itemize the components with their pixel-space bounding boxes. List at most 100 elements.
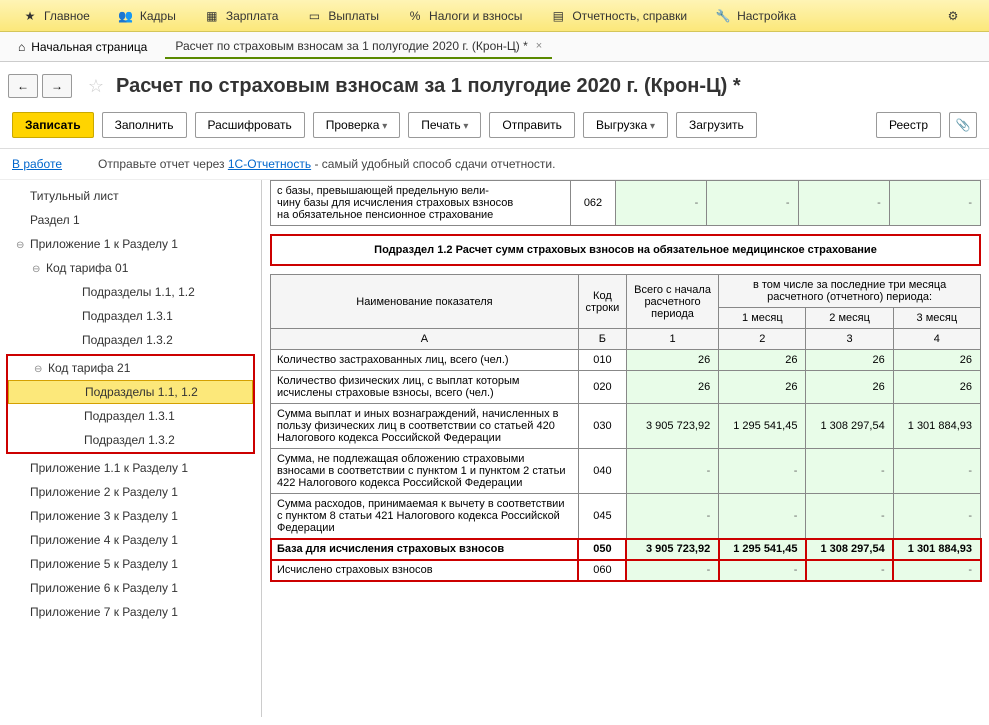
menu-main[interactable]: ★ Главное: [8, 0, 104, 31]
desc-cell: Количество физических лиц, с выплат кото…: [271, 371, 579, 404]
print-button[interactable]: Печать: [408, 112, 481, 138]
menu-zarplata[interactable]: ▦ Зарплата: [190, 0, 293, 31]
data-cell[interactable]: -: [719, 449, 806, 494]
data-cell[interactable]: 26: [626, 350, 718, 371]
export-button[interactable]: Выгрузка: [583, 112, 668, 138]
data-cell[interactable]: -: [626, 560, 718, 581]
favorite-button[interactable]: ☆: [84, 74, 108, 98]
data-cell[interactable]: -: [707, 181, 798, 226]
tree-item-app7[interactable]: Приложение 7 к Разделу 1: [0, 600, 261, 624]
top-menu-bar: ★ Главное 👥 Кадры ▦ Зарплата ▭ Выплаты %…: [0, 0, 989, 32]
data-cell[interactable]: 26: [893, 371, 980, 404]
data-cell[interactable]: 26: [719, 350, 806, 371]
decode-button[interactable]: Расшифровать: [195, 112, 305, 138]
menu-label: Налоги и взносы: [429, 9, 522, 23]
tree-item-app5[interactable]: Приложение 5 к Разделу 1: [0, 552, 261, 576]
data-cell[interactable]: 1 295 541,45: [719, 404, 806, 449]
menu-vyplaty[interactable]: ▭ Выплаты: [292, 0, 393, 31]
send-button[interactable]: Отправить: [489, 112, 575, 138]
data-cell[interactable]: 3 905 723,92: [626, 539, 718, 560]
desc-cell: Сумма расходов, принимаемая к вычету в с…: [271, 494, 579, 539]
menu-nastroyka[interactable]: 🔧 Настройка: [701, 0, 810, 31]
status-link[interactable]: В работе: [12, 157, 62, 171]
data-cell[interactable]: 26: [719, 371, 806, 404]
col-m3: 3 месяц: [893, 308, 980, 329]
data-cell[interactable]: 26: [626, 371, 718, 404]
table-row: Количество физических лиц, с выплат кото…: [271, 371, 981, 404]
data-cell[interactable]: -: [893, 494, 980, 539]
data-cell[interactable]: -: [798, 181, 889, 226]
tree-item-app3[interactable]: Приложение 3 к Разделу 1: [0, 504, 261, 528]
info-text: Отправьте отчет через 1С-Отчетность - са…: [98, 157, 555, 171]
data-cell[interactable]: -: [806, 494, 893, 539]
nav-back-button[interactable]: ←: [8, 74, 38, 98]
tree-item-tariff21[interactable]: Код тарифа 21: [8, 356, 253, 380]
data-cell[interactable]: 1 295 541,45: [719, 539, 806, 560]
tree-item-sub11-12a[interactable]: Подразделы 1.1, 1.2: [0, 280, 261, 304]
tree-item-title[interactable]: Титульный лист: [0, 184, 261, 208]
fill-button[interactable]: Заполнить: [102, 112, 187, 138]
doc-icon: ▤: [550, 8, 566, 24]
data-cell[interactable]: -: [893, 560, 980, 581]
paperclip-icon: 📎: [956, 118, 971, 132]
registry-button[interactable]: Реестр: [876, 112, 941, 138]
col-last3: в том числе за последние три месяца расч…: [719, 275, 981, 308]
tree-item-sub131b[interactable]: Подраздел 1.3.1: [8, 404, 253, 428]
code-cell: 020: [578, 371, 626, 404]
desc-cell: Исчислено страховых взносов: [271, 560, 579, 581]
tree-item-sub132b[interactable]: Подраздел 1.3.2: [8, 428, 253, 452]
data-cell[interactable]: 1 301 884,93: [893, 539, 980, 560]
data-cell[interactable]: -: [626, 494, 718, 539]
tree-item-sub132a[interactable]: Подраздел 1.3.2: [0, 328, 261, 352]
tree-item-app6[interactable]: Приложение 6 к Разделу 1: [0, 576, 261, 600]
code-cell: 045: [578, 494, 626, 539]
tree-item-tariff01[interactable]: Код тарифа 01: [0, 256, 261, 280]
header-row: Наименование показателя Код строки Всего…: [271, 275, 981, 308]
menu-otchetnost[interactable]: ▤ Отчетность, справки: [536, 0, 701, 31]
code-cell: 050: [578, 539, 626, 560]
main-split: Титульный лист Раздел 1 Приложение 1 к Р…: [0, 180, 989, 717]
tree-item-section1[interactable]: Раздел 1: [0, 208, 261, 232]
data-cell[interactable]: 3 905 723,92: [626, 404, 718, 449]
data-cell[interactable]: 1 301 884,93: [893, 404, 980, 449]
close-icon[interactable]: ×: [536, 40, 542, 52]
data-cell[interactable]: -: [806, 449, 893, 494]
data-cell[interactable]: -: [616, 181, 707, 226]
tab-home[interactable]: ⌂ Начальная страница: [8, 36, 157, 58]
check-button[interactable]: Проверка: [313, 112, 401, 138]
code-cell: 010: [578, 350, 626, 371]
wrench-icon: 🔧: [715, 8, 731, 24]
tree-item-sub11-12b[interactable]: Подразделы 1.1, 1.2: [8, 380, 253, 404]
menu-label: Кадры: [140, 9, 176, 23]
data-cell[interactable]: 26: [806, 350, 893, 371]
tree-item-app11[interactable]: Приложение 1.1 к Разделу 1: [0, 456, 261, 480]
page-title: Расчет по страховым взносам за 1 полугод…: [116, 75, 741, 98]
data-cell[interactable]: 1 308 297,54: [806, 404, 893, 449]
data-cell[interactable]: 26: [806, 371, 893, 404]
code-cell: 040: [578, 449, 626, 494]
tree-item-sub131a[interactable]: Подраздел 1.3.1: [0, 304, 261, 328]
data-cell[interactable]: 26: [893, 350, 980, 371]
menu-nalogi[interactable]: % Налоги и взносы: [393, 0, 536, 31]
menu-kadry[interactable]: 👥 Кадры: [104, 0, 190, 31]
menu-label: Настройка: [737, 9, 796, 23]
tree-item-app2[interactable]: Приложение 2 к Разделу 1: [0, 480, 261, 504]
data-cell[interactable]: -: [626, 449, 718, 494]
tree-item-app1[interactable]: Приложение 1 к Разделу 1: [0, 232, 261, 256]
code-cell: 062: [571, 181, 616, 226]
data-cell[interactable]: -: [889, 181, 980, 226]
settings-gear[interactable]: ⚙: [931, 0, 981, 31]
data-cell[interactable]: -: [806, 560, 893, 581]
tree-item-app4[interactable]: Приложение 4 к Разделу 1: [0, 528, 261, 552]
save-button[interactable]: Записать: [12, 112, 94, 138]
attachment-button[interactable]: 📎: [949, 112, 977, 138]
nav-forward-button[interactable]: →: [42, 74, 72, 98]
load-button[interactable]: Загрузить: [676, 112, 757, 138]
subcol: Б: [578, 329, 626, 350]
data-cell[interactable]: 1 308 297,54: [806, 539, 893, 560]
data-cell[interactable]: -: [893, 449, 980, 494]
tab-document[interactable]: Расчет по страховым взносам за 1 полугод…: [165, 35, 552, 59]
1c-link[interactable]: 1С-Отчетность: [228, 157, 311, 171]
data-cell[interactable]: -: [719, 560, 806, 581]
data-cell[interactable]: -: [719, 494, 806, 539]
